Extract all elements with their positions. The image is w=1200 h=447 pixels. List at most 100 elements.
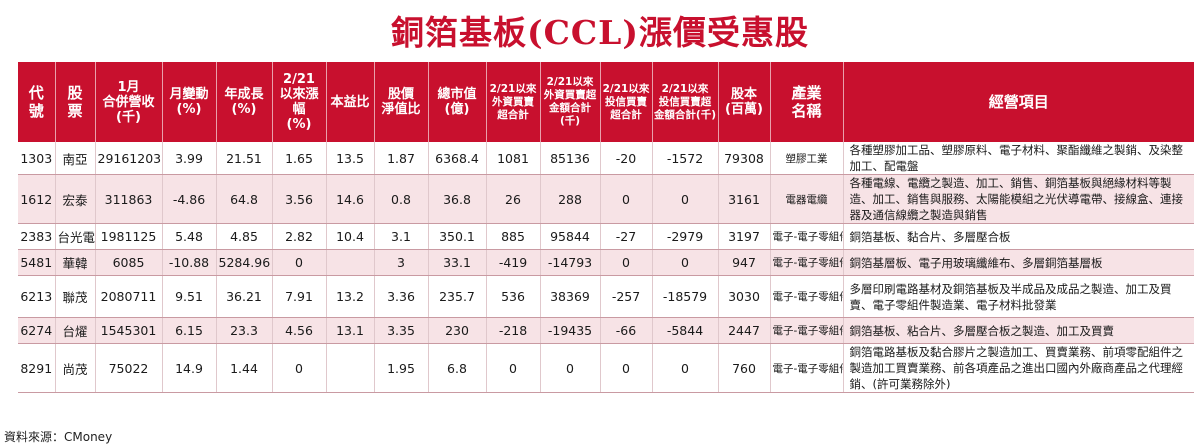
cell-gain: 3.56 <box>272 174 327 224</box>
cell-gain: 7.91 <box>272 275 327 318</box>
cell-capital: 3161 <box>718 174 771 224</box>
header-stock: 股 票 <box>55 62 96 142</box>
cell-yoy: 21.51 <box>216 142 273 175</box>
cell-pb: 3.1 <box>374 223 429 250</box>
cell-mktcap: 230 <box>428 317 487 344</box>
cell-foreign-amount: -19435 <box>540 317 601 344</box>
cell-foreign-amount: 288 <box>540 174 601 224</box>
cell-stock: 華韓 <box>55 249 96 276</box>
cell-trust-net: -27 <box>600 223 653 250</box>
cell-code: 2383 <box>18 223 56 250</box>
cell-yoy: 64.8 <box>216 174 273 224</box>
cell-revenue: 29161203 <box>95 142 163 175</box>
header-industry: 產業 名稱 <box>770 62 844 142</box>
header-trust-amount: 2/21以來 投信買賣超 金額合計(千) <box>652 62 719 142</box>
cell-trust-net: -20 <box>600 142 653 175</box>
table-row: 6213 聯茂 2080711 9.51 36.21 7.91 13.2 3.36 235.7 5… <box>18 275 1194 318</box>
cell-industry: 電器電纜 <box>770 174 844 224</box>
cell-pb: 1.95 <box>374 343 429 393</box>
cell-mom: 14.9 <box>162 343 217 393</box>
cell-trust-amount: 0 <box>652 249 719 276</box>
header-gain: 2/21 以來漲幅 (%) <box>272 62 327 142</box>
cell-gain: 1.65 <box>272 142 327 175</box>
cell-mom: 6.15 <box>162 317 217 344</box>
cell-trust-amount: 0 <box>652 343 719 393</box>
table-row: 6274 台燿 1545301 6.15 23.3 4.56 13.1 3.35 230 -218… <box>18 317 1194 344</box>
header-capital: 股本 (百萬) <box>718 62 771 142</box>
header-mktcap: 總市值 (億) <box>428 62 487 142</box>
cell-capital: 3197 <box>718 223 771 250</box>
cell-yoy: 36.21 <box>216 275 273 318</box>
cell-gain: 2.82 <box>272 223 327 250</box>
cell-stock: 尚茂 <box>55 343 96 393</box>
cell-yoy: 4.85 <box>216 223 273 250</box>
cell-mktcap: 6368.4 <box>428 142 487 175</box>
cell-trust-amount: -2979 <box>652 223 719 250</box>
page-title: 銅箔基板(CCL)漲價受惠股 <box>391 13 809 52</box>
cell-capital: 79308 <box>718 142 771 175</box>
cell-foreign-amount: 95844 <box>540 223 601 250</box>
cell-trust-amount: -1572 <box>652 142 719 175</box>
cell-mom: 3.99 <box>162 142 217 175</box>
cell-pb: 1.87 <box>374 142 429 175</box>
cell-stock: 台光電 <box>55 223 96 250</box>
cell-industry: 電子-電子零組件 <box>770 223 844 250</box>
header-foreign-net: 2/21以來 外資買賣 超合計 <box>486 62 541 142</box>
cell-foreign-amount: -14793 <box>540 249 601 276</box>
cell-industry: 電子-電子零組件 <box>770 275 844 318</box>
cell-foreign-amount: 0 <box>540 343 601 393</box>
header-yoy: 年成長 (%) <box>216 62 273 142</box>
cell-pe: 13.1 <box>326 317 375 344</box>
table-row: 1612 宏泰 311863 -4.86 64.8 3.56 14.6 0.8 36.8 26 28… <box>18 174 1194 224</box>
cell-foreign-net: 1081 <box>486 142 541 175</box>
cell-capital: 947 <box>718 249 771 276</box>
cell-pb: 3.36 <box>374 275 429 318</box>
cell-mom: 5.48 <box>162 223 217 250</box>
cell-business: 銅箔基板、粘合片、多層壓合板之製造、加工及買賣 <box>843 317 1194 344</box>
cell-code: 1612 <box>18 174 56 224</box>
cell-business: 各種電線、電纜之製造、加工、銷售、銅箔基板與絕緣材料等製造、加工、銷售與服務、太… <box>843 174 1194 224</box>
cell-mktcap: 235.7 <box>428 275 487 318</box>
cell-foreign-net: 26 <box>486 174 541 224</box>
header-code: 代 號 <box>18 62 56 142</box>
cell-foreign-net: -419 <box>486 249 541 276</box>
cell-pe: 13.5 <box>326 142 375 175</box>
cell-industry: 電子-電子零組件 <box>770 317 844 344</box>
cell-mktcap: 36.8 <box>428 174 487 224</box>
cell-pe: 14.6 <box>326 174 375 224</box>
table-row: 8291 尚茂 75022 14.9 1.44 0 1.95 6.8 0 0 0 0 760 電子-電子零… <box>18 343 1194 393</box>
cell-revenue: 311863 <box>95 174 163 224</box>
cell-pe <box>326 343 375 393</box>
cell-industry: 電子-電子零組件 <box>770 249 844 276</box>
stock-table: 代 號 股 票 1月 合併營收 (千) 月變動 (%) 年成長 (%) 2/21… <box>18 62 1194 393</box>
table-row: 2383 台光電 1981125 5.48 4.85 2.82 10.4 3.1 350.1 88… <box>18 223 1194 250</box>
cell-trust-net: 0 <box>600 343 653 393</box>
cell-pb: 3.35 <box>374 317 429 344</box>
cell-trust-amount: -5844 <box>652 317 719 344</box>
cell-revenue: 1981125 <box>95 223 163 250</box>
cell-trust-net: -66 <box>600 317 653 344</box>
cell-gain: 0 <box>272 343 327 393</box>
cell-pb: 3 <box>374 249 429 276</box>
cell-yoy: 5284.96 <box>216 249 273 276</box>
cell-foreign-net: 0 <box>486 343 541 393</box>
cell-stock: 宏泰 <box>55 174 96 224</box>
cell-pe: 13.2 <box>326 275 375 318</box>
header-mom: 月變動 (%) <box>162 62 217 142</box>
cell-business: 銅箔電路基板及黏合膠片之製造加工、買賣業務、前項零配組件之製造加工買賣業務、前各… <box>843 343 1194 393</box>
cell-foreign-amount: 85136 <box>540 142 601 175</box>
cell-industry: 電子-電子零組件 <box>770 343 844 393</box>
cell-stock: 台燿 <box>55 317 96 344</box>
source-note: 資料來源：CMoney <box>4 430 113 444</box>
cell-foreign-net: 885 <box>486 223 541 250</box>
cell-trust-net: 0 <box>600 249 653 276</box>
header-revenue: 1月 合併營收 (千) <box>95 62 163 142</box>
table-row: 5481 華韓 6085 -10.88 5284.96 0 3 33.1 -419 -14793 0… <box>18 249 1194 276</box>
cell-business: 銅箔基層板、電子用玻璃纖維布、多層銅箔基層板 <box>843 249 1194 276</box>
header-foreign-amount: 2/21以來 外資買賣超 金額合計(千) <box>540 62 601 142</box>
cell-stock: 南亞 <box>55 142 96 175</box>
header-pb: 股價 淨值比 <box>374 62 429 142</box>
cell-gain: 0 <box>272 249 327 276</box>
cell-mom: -10.88 <box>162 249 217 276</box>
